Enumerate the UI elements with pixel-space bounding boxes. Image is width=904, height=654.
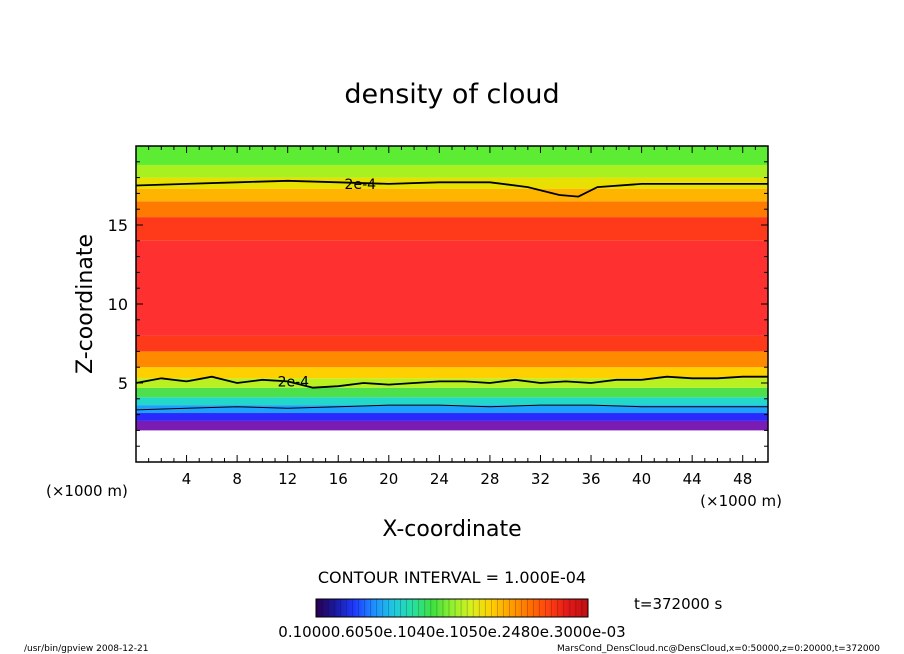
colorbar-gradient xyxy=(315,598,589,618)
density-layer-0 xyxy=(136,420,768,431)
density-layer-8 xyxy=(136,335,768,352)
contour-label-0: 2e-4 xyxy=(345,177,377,193)
contour-line-0 xyxy=(136,179,768,198)
x-tick-label: 4 xyxy=(182,470,192,488)
x-tick-label: 16 xyxy=(329,470,348,488)
footer-left: /usr/bin/gpview 2008-12-21 xyxy=(24,644,148,654)
y-tick-label: 10 xyxy=(108,295,128,314)
colorbar-labels: 0.10000.6050e.1040e.1050e.2480e.3000e-03 xyxy=(278,623,625,641)
density-layer-1 xyxy=(136,413,768,421)
density-layer-10 xyxy=(136,217,768,241)
contour-lines: 2e-4 2e-4 xyxy=(136,177,768,411)
footer-right: MarsCond_DensCloud.nc@DensCloud,x=0:5000… xyxy=(557,644,880,654)
density-layer-14 xyxy=(136,164,768,178)
density-layer-11 xyxy=(136,201,768,218)
contour-interval-label: CONTOUR INTERVAL = 1.000E-04 xyxy=(318,568,586,587)
colorbar-ticks xyxy=(321,599,583,617)
colorbar: 0.10000.6050e.1040e.1050e.2480e.3000e-03 xyxy=(278,598,626,641)
x-tick-label: 48 xyxy=(733,470,752,488)
plot-area: 2e-4 2e-4 xyxy=(135,145,769,463)
x-tick-label: 24 xyxy=(430,470,449,488)
y-tick-label: 5 xyxy=(118,374,128,393)
chart-title: density of cloud xyxy=(344,79,559,110)
density-layer-12 xyxy=(136,188,768,202)
x-tick-label: 12 xyxy=(278,470,297,488)
density-layer-2 xyxy=(136,405,768,414)
x-tick-label: 44 xyxy=(683,470,702,488)
x-unit-right: (×1000 m) xyxy=(700,492,782,510)
density-layer-15 xyxy=(136,146,768,165)
density-layer-9 xyxy=(136,240,768,336)
x-axis: 4 8 12 16 20 24 28 32 36 40 44 48 xyxy=(148,146,756,488)
density-layer-3 xyxy=(136,397,768,406)
density-field xyxy=(136,146,768,431)
x-axis-label: X-coordinate xyxy=(382,517,521,542)
contour-line-1 xyxy=(136,375,768,389)
density-layer-6 xyxy=(136,367,768,379)
x-tick-label: 8 xyxy=(232,470,242,488)
y-axis-label: Z-coordinate xyxy=(73,234,98,374)
density-layer-5 xyxy=(136,378,768,388)
x-tick-label: 20 xyxy=(379,470,398,488)
density-layer-7 xyxy=(136,351,768,368)
contour-label-1: 2e-4 xyxy=(278,374,310,390)
x-tick-label: 40 xyxy=(632,470,651,488)
x-tick-label: 28 xyxy=(480,470,499,488)
x-tick-label: 36 xyxy=(581,470,600,488)
density-layer-4 xyxy=(136,387,768,398)
y-tick-label: 15 xyxy=(108,216,128,235)
time-label: t=372000 s xyxy=(634,595,722,613)
y-axis: 5 10 15 xyxy=(108,161,768,447)
x-unit-left: (×1000 m) xyxy=(46,482,128,500)
x-tick-label: 32 xyxy=(531,470,550,488)
contour-line-2 xyxy=(136,404,768,411)
